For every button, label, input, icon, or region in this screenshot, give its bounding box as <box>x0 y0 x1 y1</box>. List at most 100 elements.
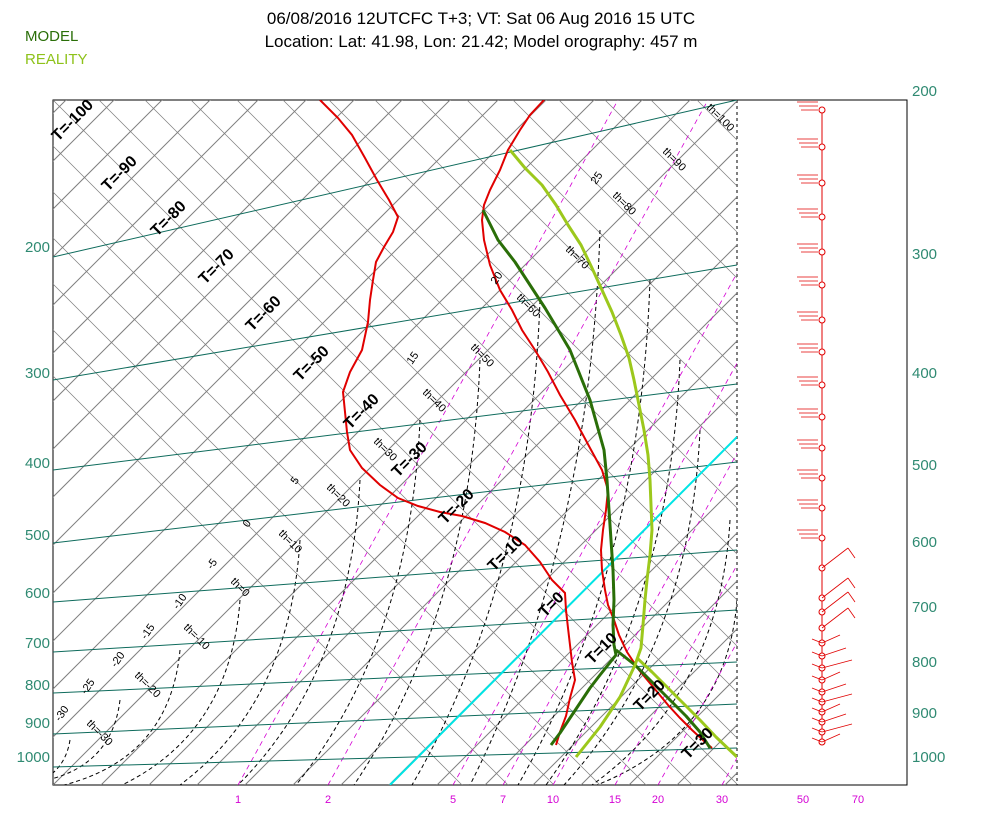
wind-barb-station <box>818 474 826 482</box>
wind-barb-feather <box>811 651 823 657</box>
dry-adiabat-line <box>696 100 737 141</box>
isobar-line <box>53 661 738 694</box>
dry-adiabat-label: th=20 <box>324 482 352 510</box>
dry-adiabat-line <box>466 100 737 371</box>
isobar-line <box>53 609 738 653</box>
isobar-line <box>53 461 738 544</box>
mixing-ratio-labels: 1 2 5 7 10 15 20 30 50 70 <box>235 794 864 806</box>
isotherm-label: T=0 <box>536 589 568 621</box>
moist-adiabat-label: -10 <box>171 592 190 612</box>
isobar-line <box>53 703 738 735</box>
dry-adiabat-line <box>604 100 737 233</box>
right-pressure-tick: 500 <box>912 457 937 474</box>
dry-adiabat-label: th=-30 <box>84 718 115 749</box>
right-pressure-axis: 200 300 400 500 600 700 800 900 1000 <box>912 83 945 766</box>
wind-barb-shaft <box>821 547 849 569</box>
dry-adiabat-line <box>236 100 737 601</box>
isotherm-line <box>53 100 691 738</box>
wind-barb-feather <box>811 727 823 733</box>
isotherm-line <box>724 772 737 785</box>
isotherm-line <box>773 85 982 785</box>
wind-barb-feather <box>811 663 823 669</box>
dry-adiabat-line <box>973 100 982 800</box>
isotherm-line <box>965 85 982 785</box>
wind-barb-shaft <box>821 723 853 733</box>
moist-adiabat-label: -15 <box>139 622 158 642</box>
left-pressure-tick: 800 <box>25 677 50 694</box>
wind-barb-feather <box>847 577 856 589</box>
wind-barb-shaft <box>821 577 849 599</box>
dry-adiabat-line <box>881 100 982 800</box>
wind-barb-station <box>818 213 826 221</box>
wind-barb-station <box>818 316 826 324</box>
mixing-ratio-line <box>657 641 737 785</box>
mixing-ratio-label: 70 <box>852 794 864 806</box>
dry-adiabat-line <box>53 375 463 785</box>
dry-adiabat-line <box>53 329 509 785</box>
wind-barb-shaft <box>821 607 849 629</box>
isotherm-line <box>436 484 737 785</box>
isotherm-line <box>628 676 737 785</box>
moist-adiabat-label: -20 <box>109 650 128 670</box>
isotherm-line <box>821 85 982 785</box>
wind-barb-feather <box>811 737 823 743</box>
moist-adiabat-label: 25 <box>589 170 606 187</box>
mixing-ratio-line <box>327 100 709 785</box>
isotherm-line <box>53 100 499 546</box>
wind-barb-feather <box>811 675 823 681</box>
mixing-ratio-label: 10 <box>547 794 559 806</box>
wind-barb-shaft <box>821 693 853 703</box>
dry-adiabat-label: th=-10 <box>181 622 212 653</box>
right-pressure-tick: 300 <box>912 246 937 263</box>
left-pressure-tick: 400 <box>25 455 50 472</box>
legend-model: MODEL <box>25 28 79 45</box>
isotherm-line <box>244 292 737 785</box>
isotherm-line <box>53 100 307 354</box>
right-pressure-tick: 400 <box>912 365 937 382</box>
dry-adiabat-line <box>53 145 693 785</box>
moist-adiabat-label: -25 <box>79 677 98 697</box>
wind-barb-station <box>818 534 826 542</box>
wind-barb-station <box>818 248 826 256</box>
wind-barb-shaft <box>821 659 853 669</box>
left-pressure-tick: 900 <box>25 715 50 732</box>
isotherm-line <box>53 100 163 210</box>
wind-barb-shaft <box>821 733 841 743</box>
isotherm-line <box>100 148 737 785</box>
isotherm-line <box>676 724 737 785</box>
isotherm-line <box>196 244 737 785</box>
dry-adiabat-label: th=10 <box>276 528 304 556</box>
moist-adiabat-curve <box>237 479 361 785</box>
isotherm-label: T=-40 <box>341 391 383 433</box>
wind-barb-feather <box>847 607 856 619</box>
isotherm-line <box>580 628 737 785</box>
moist-adiabat-curve <box>411 299 541 785</box>
reality-temperature-profile <box>508 149 654 758</box>
mixing-ratio-label: 5 <box>450 794 456 806</box>
left-pressure-tick: 300 <box>25 365 50 382</box>
mixing-ratio-line <box>237 100 619 785</box>
wind-barb-feather <box>847 591 856 603</box>
mixing-ratio-label: 20 <box>652 794 664 806</box>
dry-adiabat-line <box>420 100 737 417</box>
moist-adiabat-curve <box>563 429 701 785</box>
isobar-line <box>53 747 738 768</box>
mixing-ratio-label: 2 <box>325 794 331 806</box>
isotherm-line <box>53 100 403 450</box>
isotherm-line <box>148 196 737 785</box>
moist-adiabat-curve <box>596 599 737 785</box>
isotherm-label: T=-90 <box>99 153 141 195</box>
mixing-ratio-label: 1 <box>235 794 241 806</box>
dry-adiabat-line <box>190 100 737 647</box>
isotherm-label: T=-60 <box>243 293 285 335</box>
plot-frame <box>52 99 908 786</box>
isobar-line <box>53 383 738 471</box>
isotherm-line <box>292 340 737 785</box>
wind-barb-column <box>797 101 856 746</box>
mixing-ratio-label: 7 <box>500 794 506 806</box>
wind-barb-station <box>818 106 826 114</box>
isotherm-line <box>53 100 737 785</box>
wind-barb-feather <box>811 707 823 713</box>
reality-profile-lower-branch <box>635 656 737 759</box>
